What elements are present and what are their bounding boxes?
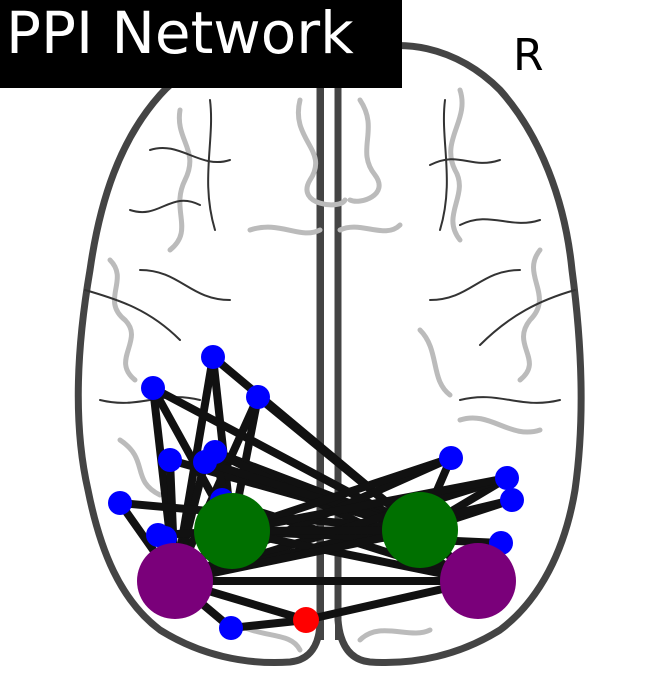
node-blue-b7 xyxy=(108,491,132,515)
node-red-r1 xyxy=(293,607,319,633)
figure-title: PPI Network xyxy=(0,0,402,88)
network-nodes xyxy=(108,345,524,640)
node-blue-b2 xyxy=(141,376,165,400)
node-blue-b11 xyxy=(439,446,463,470)
node-blue-b13 xyxy=(500,488,524,512)
node-blue-b15 xyxy=(219,616,243,640)
orientation-label-right: R xyxy=(513,30,544,81)
node-green-g1 xyxy=(194,493,270,569)
node-blue-b3 xyxy=(246,385,270,409)
node-blue-b1 xyxy=(201,345,225,369)
node-blue-b12 xyxy=(495,466,519,490)
sulci-light xyxy=(107,87,543,653)
node-green-g2 xyxy=(382,492,458,568)
edge-g2-p1 xyxy=(171,526,424,585)
edge-b12-g1 xyxy=(228,474,511,535)
node-purple-p2 xyxy=(440,543,516,619)
node-blue-b4 xyxy=(158,448,182,472)
node-purple-p1 xyxy=(137,543,213,619)
edge-b11-g1 xyxy=(228,454,455,535)
node-blue-b6 xyxy=(193,450,217,474)
sulci-dark xyxy=(84,99,576,404)
edge-g1-p2 xyxy=(228,527,482,585)
brain-outline xyxy=(74,42,585,666)
